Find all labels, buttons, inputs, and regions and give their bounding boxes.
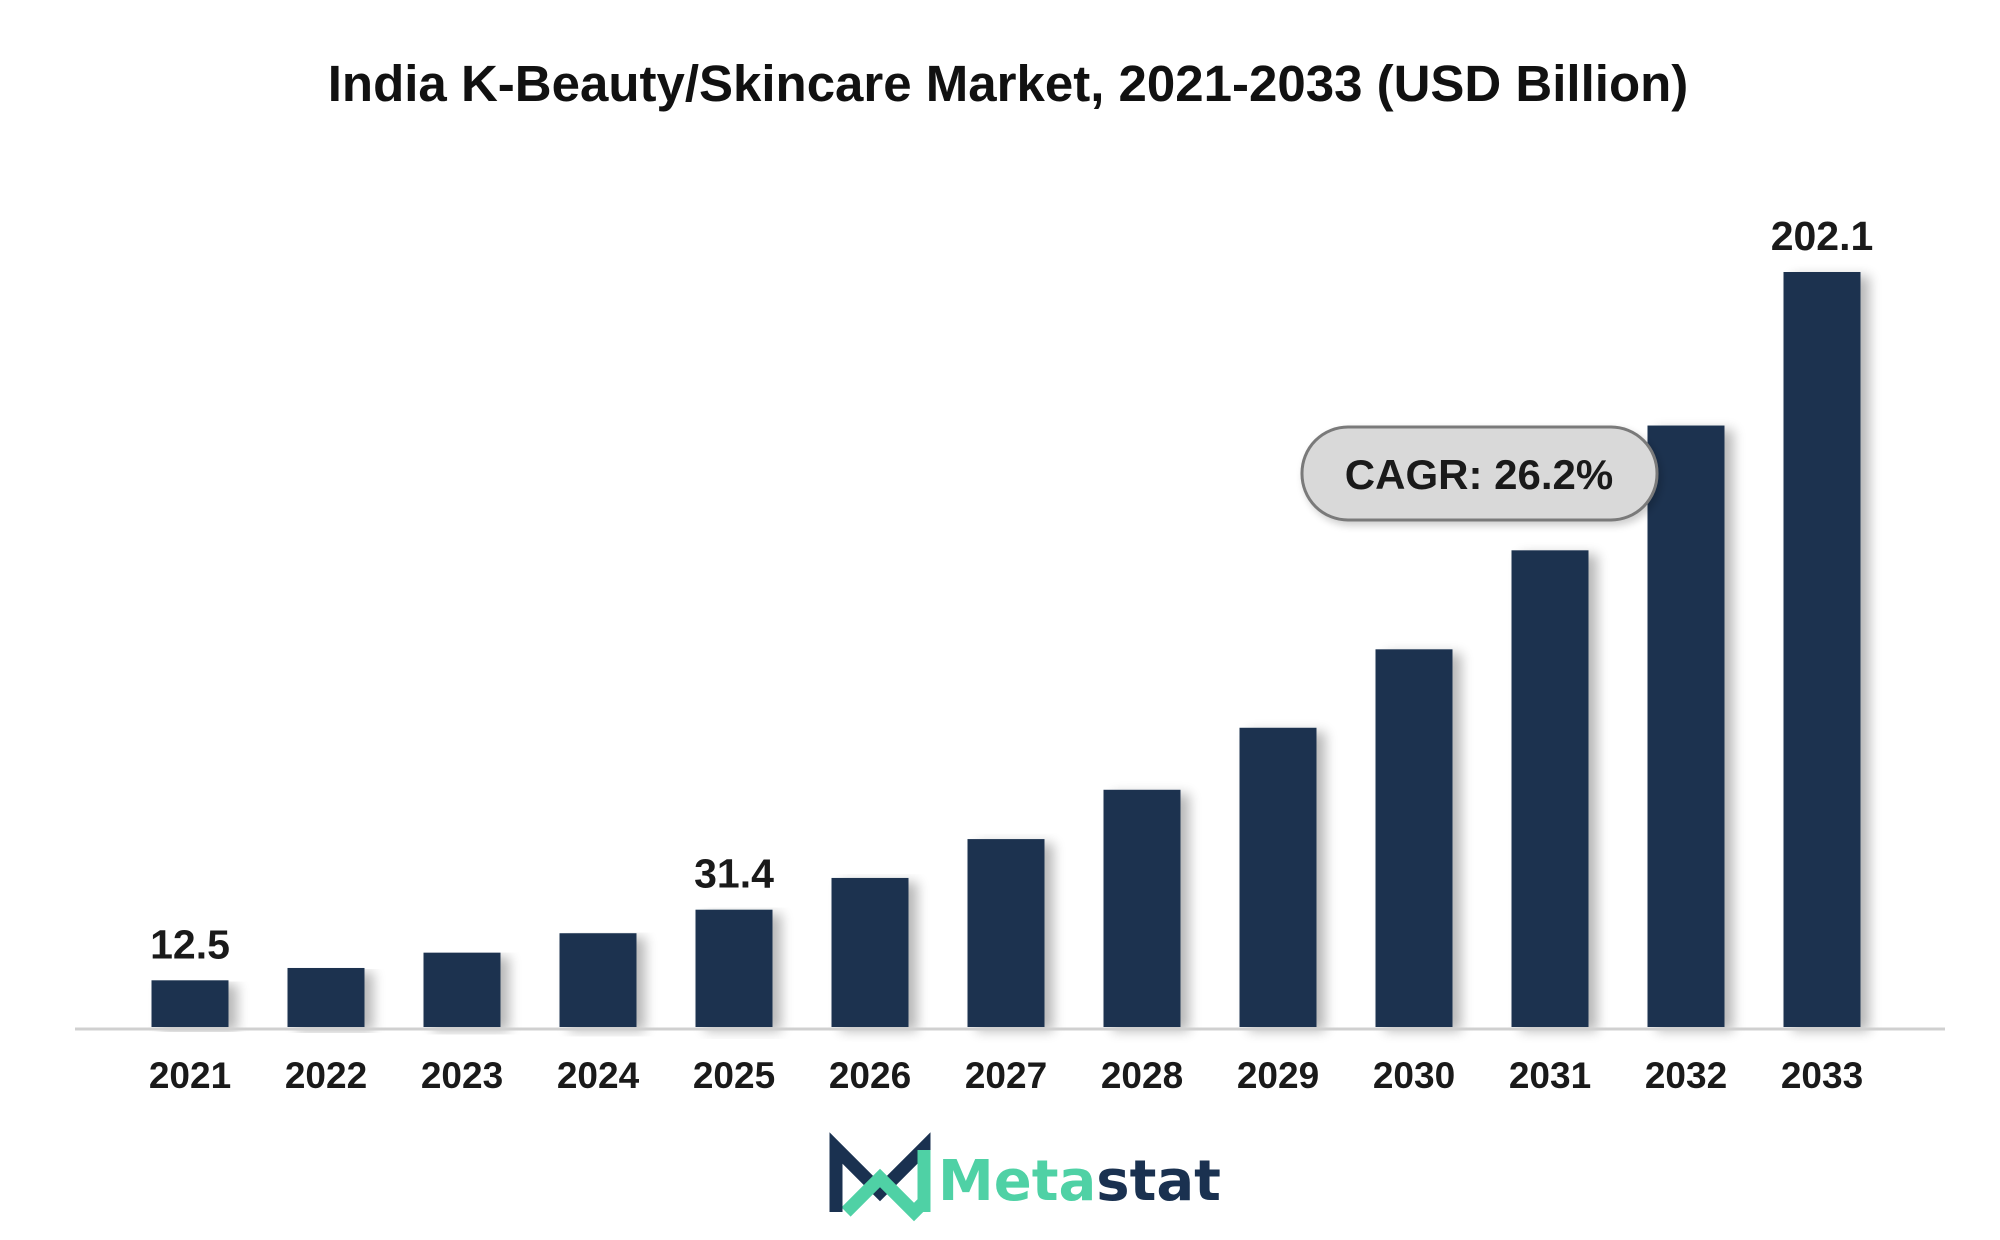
x-tick-label-2023: 2023 <box>421 1055 503 1096</box>
brand-prefix: Meta <box>938 1149 1096 1214</box>
bar-2026 <box>831 877 909 1027</box>
x-tick-label-2033: 2033 <box>1781 1055 1863 1096</box>
data-label-2021: 12.5 <box>150 921 230 967</box>
x-tick-label-2022: 2022 <box>285 1055 367 1096</box>
bar-2021 <box>151 980 229 1027</box>
bar-2023 <box>423 952 501 1027</box>
bar-2030 <box>1375 649 1453 1027</box>
cagr-pill <box>1300 425 1659 522</box>
bar-2031 <box>1511 550 1589 1027</box>
bar-2029 <box>1239 727 1317 1027</box>
cagr-annotation: CAGR: 26.2% <box>1300 425 1659 522</box>
data-labels: 12.5 31.4 202.1 <box>150 213 1873 967</box>
brand-suffix: stat <box>1096 1149 1221 1214</box>
metastat-wordmark: Metastat <box>938 1149 1221 1214</box>
x-tick-label-2032: 2032 <box>1645 1055 1727 1096</box>
x-axis-ticks: 2021 2022 2023 2024 2025 2026 2027 2028 2029 2030… <box>149 1055 1863 1096</box>
bar-2022 <box>287 967 365 1027</box>
bar-2032 <box>1647 425 1725 1028</box>
data-label-2033: 202.1 <box>1771 213 1874 259</box>
metastat-logo: Metastat <box>829 1132 1221 1222</box>
x-tick-label-2030: 2030 <box>1373 1055 1455 1096</box>
x-tick-label-2024: 2024 <box>557 1055 640 1096</box>
x-tick-label-2021: 2021 <box>149 1055 231 1096</box>
x-tick-label-2029: 2029 <box>1237 1055 1319 1096</box>
x-tick-label-2026: 2026 <box>829 1055 911 1096</box>
bar-2027 <box>967 839 1045 1027</box>
chart-title: India K-Beauty/Skincare Market, 2021-203… <box>328 55 1688 112</box>
metastat-mark-icon <box>829 1132 931 1222</box>
bars-layer <box>151 272 1861 1028</box>
x-tick-label-2031: 2031 <box>1509 1055 1591 1096</box>
bar-2033 <box>1783 272 1861 1027</box>
x-tick-label-2027: 2027 <box>965 1055 1047 1096</box>
cagr-text: CAGR: 26.2% <box>1345 451 1613 498</box>
x-tick-label-2025: 2025 <box>693 1055 775 1096</box>
bar-2025 <box>695 909 773 1027</box>
bar-2024 <box>559 933 637 1027</box>
x-tick-label-2028: 2028 <box>1101 1055 1183 1096</box>
bar-2028 <box>1103 789 1181 1027</box>
data-label-2025: 31.4 <box>694 851 774 897</box>
